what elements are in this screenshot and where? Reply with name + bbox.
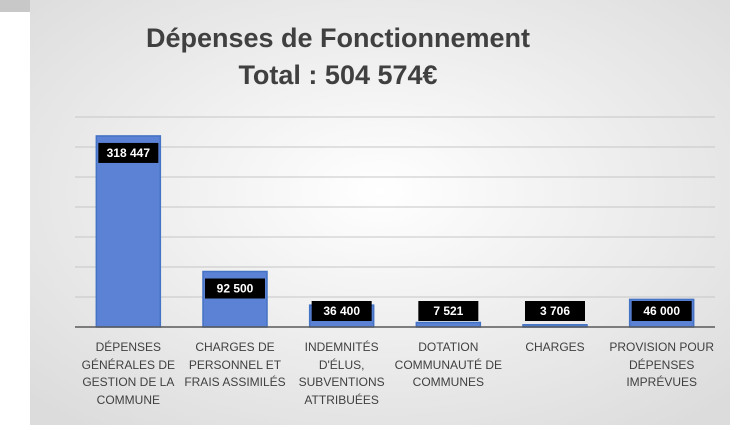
data-label: 92 500 — [217, 282, 254, 296]
data-label-box — [525, 301, 585, 321]
chart-subtitle: Total : 504 574€ — [238, 60, 437, 90]
x-tick-label: DOTATION COMMUNAUTÉ DE COMMUNES — [394, 340, 502, 389]
chart-title: Dépenses de Fonctionnement — [146, 23, 530, 53]
x-tick-label: CHARGES — [525, 340, 585, 354]
x-tick-label: PROVISION POUR DÉPENSES IMPRÉVUES — [609, 340, 714, 389]
data-label-box — [98, 142, 159, 163]
bar — [95, 135, 162, 328]
x-tick-label: CHARGES DE PERSONNEL ET FRAIS ASSIMILÉS — [184, 340, 286, 389]
data-label-box — [631, 301, 692, 321]
x-tick-label: DÉPENSES GÉNÉRALES DE GESTION DE LA COMM… — [81, 340, 176, 407]
data-label: 3 706 — [540, 304, 570, 318]
data-label-box — [205, 278, 265, 299]
data-label: 7 521 — [433, 304, 463, 318]
data-label-box — [418, 301, 479, 321]
data-label: 46 000 — [643, 304, 680, 318]
x-tick-label: INDEMNITÉS D'ÉLUS, SUBVENTIONS ATTRIBUÉE… — [298, 340, 385, 407]
data-label: 318 447 — [107, 146, 151, 160]
data-label: 36 400 — [323, 304, 360, 318]
data-label-box — [311, 301, 372, 321]
